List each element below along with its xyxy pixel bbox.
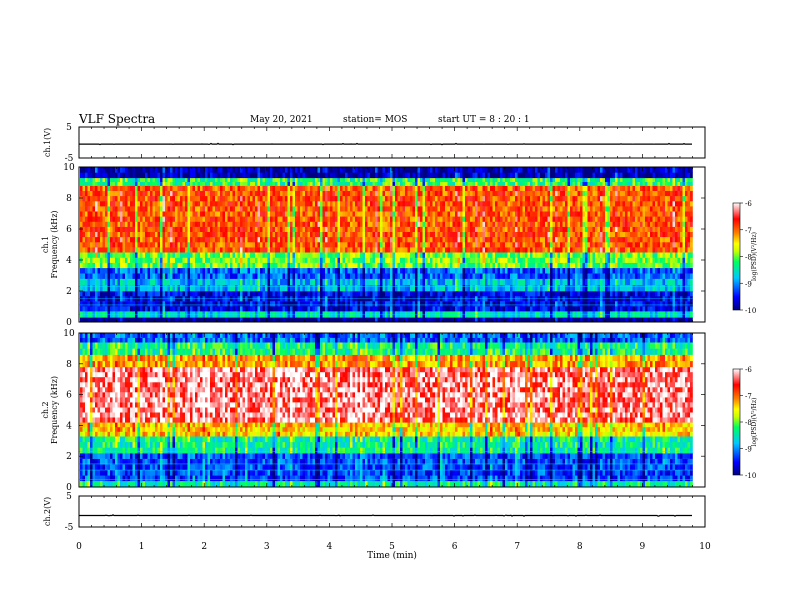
y-tick-label: 0 — [66, 483, 72, 493]
x-tick-label: 10 — [699, 542, 711, 552]
colorbar-tick-label: -7 — [745, 227, 752, 235]
y-tick-label: 4 — [66, 256, 72, 266]
y-axis-label: ch.1(V) — [43, 128, 52, 157]
y-tick-label: 2 — [66, 287, 72, 297]
colorbar-tick-label: -6 — [745, 200, 752, 208]
y-axis-label: ch.2(V) — [43, 497, 52, 526]
colorbar-tick-label: -8 — [745, 419, 752, 427]
y-tick-label: 2 — [66, 452, 72, 462]
spectrogram-ch1-image — [79, 167, 693, 323]
x-tick-label: 9 — [640, 542, 646, 552]
colorbar-tick-label: -9 — [745, 280, 752, 288]
colorbar-label: log(PSD)(V²/Hz) — [751, 398, 758, 447]
y-tick-label: 4 — [66, 421, 72, 431]
y-tick-label: 5 — [66, 492, 72, 502]
panel-frame — [78, 495, 706, 528]
y-tick-label: 6 — [66, 391, 72, 401]
y-tick-label: 5 — [66, 123, 72, 133]
x-tick-label: 5 — [389, 542, 395, 552]
colorbar-tick-label: -6 — [745, 366, 752, 374]
colorbar-label: log(PSD)(V²/Hz) — [751, 232, 758, 281]
colorbar-ch2 — [732, 368, 741, 476]
x-tick-label: 6 — [452, 542, 458, 552]
y-tick-label: 8 — [66, 360, 72, 370]
y-tick-label: 8 — [66, 194, 72, 204]
y-tick-label: 10 — [63, 163, 75, 173]
axes-layer: -6 -7 -8 -9 -10 log(PSD)(V²/Hz) -6 -7 -8 -9 -10 log… — [41, 123, 758, 561]
y-axis-label: ch.1 — [41, 236, 50, 253]
x-tick-label: 7 — [514, 542, 520, 552]
start-ut-label: start UT = 8 : 20 : 1 — [438, 115, 530, 125]
y-axis-label: Frequency (kHz) — [50, 210, 59, 278]
y-tick-label: 10 — [63, 329, 75, 339]
y-axis-label: ch.2 — [41, 401, 50, 418]
colorbar-ch1 — [732, 202, 741, 311]
spectrogram-layer — [79, 167, 693, 488]
chart-title: VLF Spectra — [79, 112, 156, 126]
panel-frame — [78, 126, 706, 159]
colorbar-tick-label: -10 — [745, 472, 756, 480]
x-axis-label: Time (min) — [367, 550, 417, 561]
colorbar-tick-label: -7 — [745, 393, 752, 401]
x-tick-label: 1 — [139, 542, 145, 552]
spectrogram-ch2-image — [79, 333, 693, 488]
x-tick-label: 3 — [264, 542, 270, 552]
colorbar-tick-label: -9 — [745, 446, 752, 454]
y-tick-label: -5 — [65, 523, 74, 533]
station-label: station= MOS — [343, 115, 408, 125]
waveform-trace-ch2 — [79, 514, 692, 517]
y-tick-label: 6 — [66, 225, 72, 235]
y-axis-label: Frequency (kHz) — [50, 376, 59, 444]
x-tick-label: 8 — [577, 542, 583, 552]
x-tick-label: 4 — [327, 542, 333, 552]
y-tick-label: -5 — [65, 154, 74, 164]
x-tick-label: 2 — [201, 542, 207, 552]
x-tick-label: 0 — [76, 542, 82, 552]
colorbar-tick-label: -8 — [745, 254, 752, 262]
waveform-trace-ch1 — [79, 142, 692, 146]
colorbar-tick-label: -10 — [745, 307, 756, 315]
date-label: May 20, 2021 — [250, 115, 313, 125]
y-tick-label: 0 — [66, 318, 72, 328]
